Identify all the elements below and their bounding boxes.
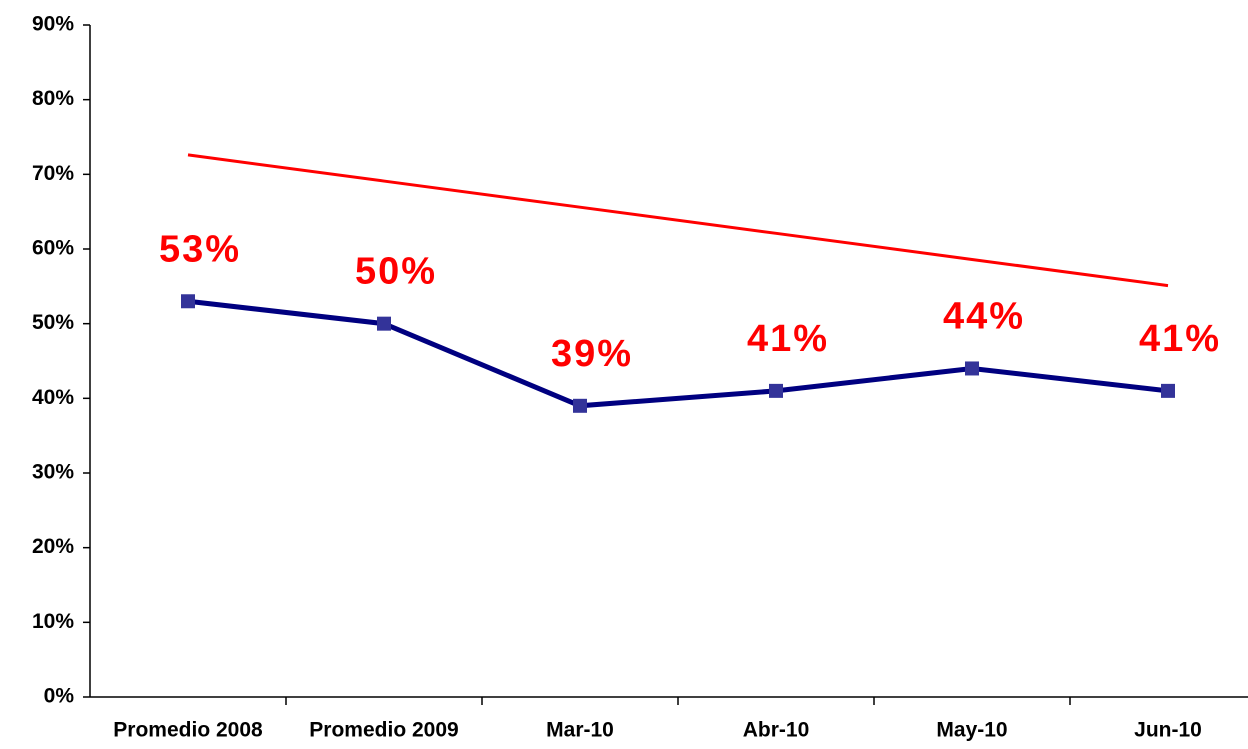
y-tick-label: 40% — [32, 386, 74, 409]
y-tick-label: 60% — [32, 237, 74, 260]
x-tick-label: Abr-10 — [743, 719, 810, 742]
x-tick-label: Mar-10 — [546, 719, 614, 742]
y-tick-label: 70% — [32, 162, 74, 185]
y-tick-label: 20% — [32, 535, 74, 558]
x-tick-label: Promedio 2009 — [309, 719, 458, 742]
data-label: 50% — [355, 251, 437, 293]
marker — [769, 383, 783, 398]
x-tick-label: May-10 — [936, 719, 1007, 742]
y-tick-label: 90% — [32, 13, 74, 36]
series-line — [187, 298, 1169, 409]
trend-line — [187, 153, 1169, 288]
data-label: 39% — [551, 333, 633, 375]
y-tick-label: 30% — [32, 461, 74, 484]
marker — [965, 361, 979, 376]
y-tick-label: 80% — [32, 87, 74, 110]
marker — [1161, 383, 1175, 398]
marker — [181, 294, 195, 309]
y-tick-label: 50% — [32, 311, 74, 334]
data-label: 41% — [1139, 318, 1221, 360]
marker — [377, 316, 391, 331]
x-tick-label: Promedio 2008 — [113, 719, 263, 742]
y-tick-label: 10% — [32, 610, 74, 633]
x-tick-label: Jun-10 — [1134, 719, 1202, 742]
data-label: 41% — [747, 318, 829, 360]
marker — [573, 398, 587, 413]
y-tick-label: 0% — [44, 685, 75, 708]
data-label: 44% — [943, 295, 1025, 337]
data-label: 53% — [159, 228, 241, 270]
